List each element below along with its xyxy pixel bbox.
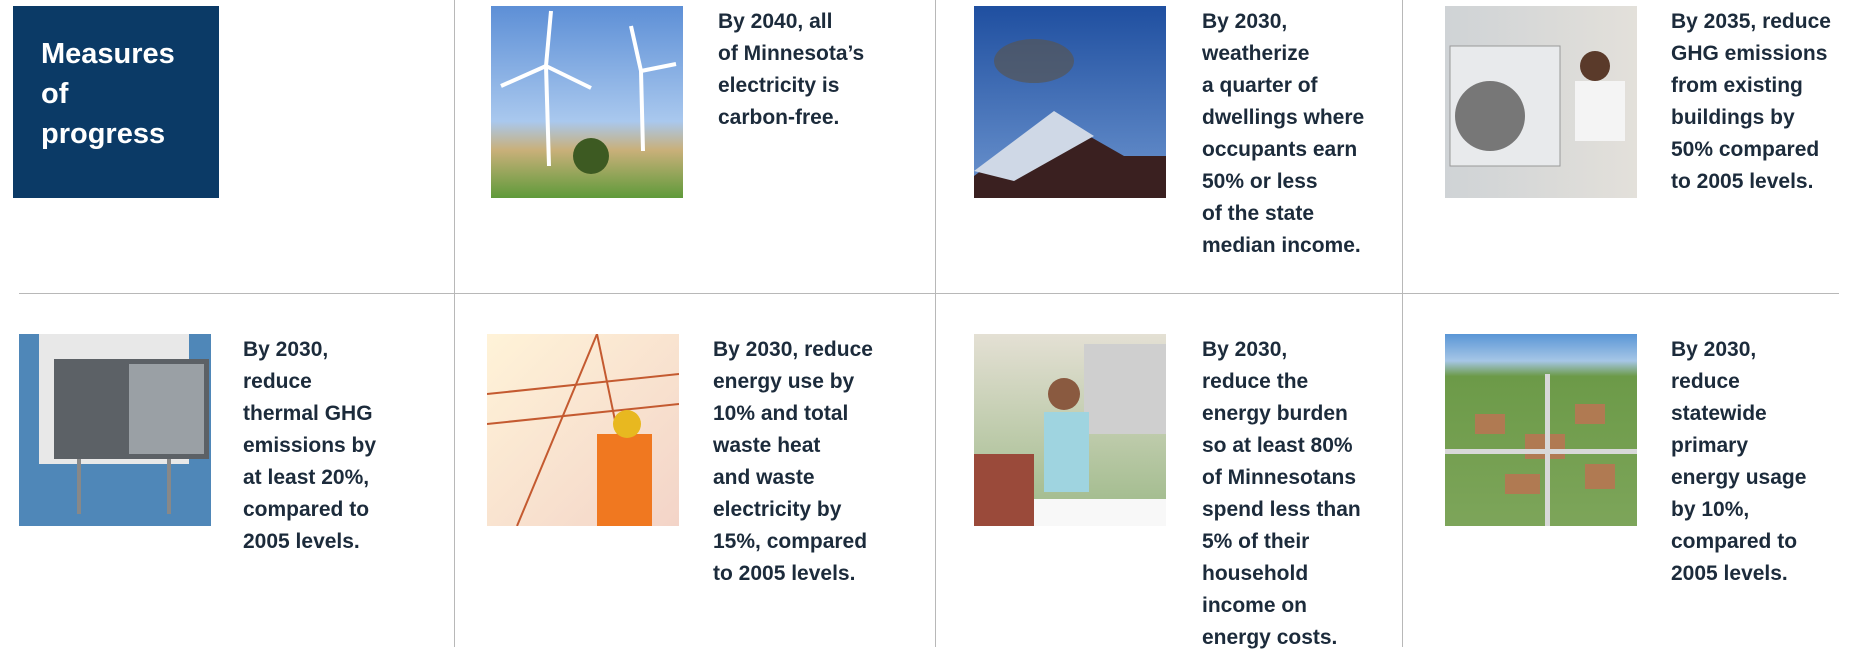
- text-line: energy burden: [1202, 398, 1361, 430]
- text-line: By 2030, reduce: [713, 334, 873, 366]
- text-line: of Minnesotans: [1202, 462, 1361, 494]
- text-line: so at least 80%: [1202, 430, 1361, 462]
- title-line: Measures: [41, 34, 219, 74]
- text-line: primary: [1671, 430, 1806, 462]
- divider: [454, 0, 455, 647]
- text-line: of the state: [1202, 198, 1364, 230]
- text-line: 50% or less: [1202, 166, 1364, 198]
- text-line: energy use by: [713, 366, 873, 398]
- text-line: reduce the: [1202, 366, 1361, 398]
- text-line: thermal GHG: [243, 398, 376, 430]
- text-line: By 2035, reduce: [1671, 6, 1831, 38]
- text-line: a quarter of: [1202, 70, 1364, 102]
- text-line: compared to: [243, 494, 376, 526]
- text-line: reduce: [243, 366, 376, 398]
- text-line: weatherize: [1202, 38, 1364, 70]
- divider: [935, 0, 936, 647]
- text-line: occupants earn: [1202, 134, 1364, 166]
- text-line: from existing: [1671, 70, 1831, 102]
- photo-power-line-worker: [487, 334, 679, 526]
- text-line: energy costs.: [1202, 622, 1361, 654]
- divider: [1402, 0, 1403, 647]
- photo-aerial-town: [1445, 334, 1637, 526]
- text-line: By 2030,: [1202, 334, 1361, 366]
- text-line: 2005 levels.: [243, 526, 376, 558]
- text-line: dwellings where: [1202, 102, 1364, 134]
- text-line: 2005 levels.: [1671, 558, 1806, 590]
- text-line: at least 20%,: [243, 462, 376, 494]
- text-line: emissions by: [243, 430, 376, 462]
- text-line: By 2030,: [1671, 334, 1806, 366]
- text-line: to 2005 levels.: [1671, 166, 1831, 198]
- text-line: and waste: [713, 462, 873, 494]
- photo-house-chimney: [974, 6, 1166, 198]
- text-line: household: [1202, 558, 1361, 590]
- text-line: buildings by: [1671, 102, 1831, 134]
- text-line: By 2030,: [1202, 6, 1364, 38]
- text-line: electricity by: [713, 494, 873, 526]
- title-line: progress: [41, 114, 219, 154]
- text-line: of Minnesota’s: [718, 38, 864, 70]
- text-line: median income.: [1202, 230, 1364, 262]
- text-line: income on: [1202, 590, 1361, 622]
- title-line: of: [41, 74, 219, 114]
- photo-homeowner: [974, 334, 1166, 526]
- text-line: 5% of their: [1202, 526, 1361, 558]
- text-line: energy usage: [1671, 462, 1806, 494]
- text-line: GHG emissions: [1671, 38, 1831, 70]
- text-line: compared to: [1671, 526, 1806, 558]
- text-line: electricity is: [718, 70, 864, 102]
- photo-wind-turbines: [491, 6, 683, 198]
- divider: [19, 293, 1839, 294]
- text-line: By 2040, all: [718, 6, 864, 38]
- text-line: 10% and total: [713, 398, 873, 430]
- text-line: spend less than: [1202, 494, 1361, 526]
- text-line: waste heat: [713, 430, 873, 462]
- text-line: By 2030,: [243, 334, 376, 366]
- text-line: to 2005 levels.: [713, 558, 873, 590]
- text-line: by 10%,: [1671, 494, 1806, 526]
- text-line: reduce: [1671, 366, 1806, 398]
- photo-heat-pump: [1445, 6, 1637, 198]
- text-line: carbon-free.: [718, 102, 864, 134]
- text-line: 15%, compared: [713, 526, 873, 558]
- photo-window-ac: [19, 334, 211, 526]
- text-line: 50% compared: [1671, 134, 1831, 166]
- page: Measuresofprogress (() => { const data =…: [0, 0, 1870, 647]
- text-line: statewide: [1671, 398, 1806, 430]
